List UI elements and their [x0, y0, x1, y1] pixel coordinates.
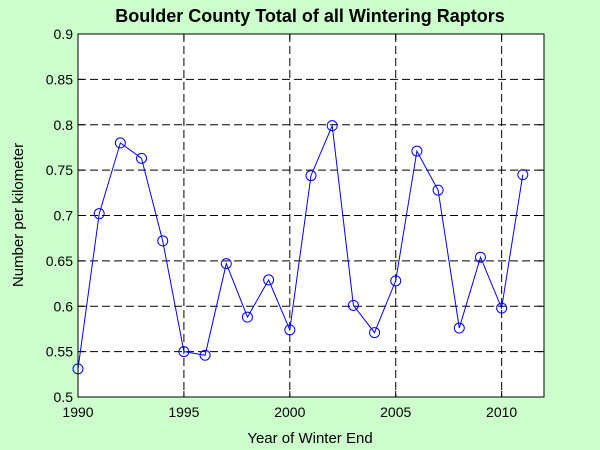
- x-tick-label: 2005: [380, 404, 411, 420]
- x-tick-labels: 1990 1995 2000 2005 2010: [62, 404, 517, 420]
- x-tick-label: 2000: [274, 404, 305, 420]
- x-tick-label: 2010: [486, 404, 517, 420]
- y-tick-label: 0.85: [46, 71, 73, 87]
- y-axis-label: Number per kilometer: [10, 143, 27, 287]
- data-point: [432, 184, 444, 196]
- y-tick-label: 0.75: [46, 162, 73, 178]
- data-point: [178, 346, 190, 358]
- y-tick-labels: 0.5 0.55 0.6 0.65 0.7 0.75 0.8 0.85 0.9: [46, 26, 73, 405]
- y-tick-label: 0.6: [54, 298, 74, 314]
- data-point: [220, 258, 232, 270]
- y-tick-label: 0.5: [54, 389, 74, 405]
- data-point: [474, 251, 486, 263]
- data-point: [390, 275, 402, 287]
- data-point: [347, 299, 359, 311]
- data-point: [284, 324, 296, 336]
- data-point: [453, 322, 465, 334]
- data-point: [241, 311, 253, 323]
- plot-frame: [77, 33, 545, 398]
- data-point: [326, 120, 338, 132]
- data-point: [496, 302, 508, 314]
- series-line: [77, 123, 524, 369]
- y-tick-label: 0.9: [54, 26, 74, 42]
- y-tick-label: 0.55: [46, 344, 73, 360]
- chart-title: Boulder County Total of all Wintering Ra…: [115, 6, 505, 26]
- data-point: [157, 235, 169, 247]
- data-point: [114, 137, 126, 149]
- data-point: [517, 169, 529, 181]
- x-tick-label: 1995: [168, 404, 199, 420]
- data-point: [305, 170, 317, 182]
- y-tick-label: 0.65: [46, 253, 73, 269]
- data-point: [93, 208, 105, 220]
- y-tick-label: 0.7: [54, 208, 74, 224]
- x-axis-label: Year of Winter End: [247, 430, 372, 447]
- x-tick-label: 1990: [62, 404, 93, 420]
- data-point: [199, 349, 211, 361]
- data-point: [136, 152, 148, 164]
- y-tick-label: 0.8: [54, 117, 74, 133]
- data-point: [369, 327, 381, 339]
- data-point: [411, 145, 423, 157]
- data-point: [263, 274, 275, 286]
